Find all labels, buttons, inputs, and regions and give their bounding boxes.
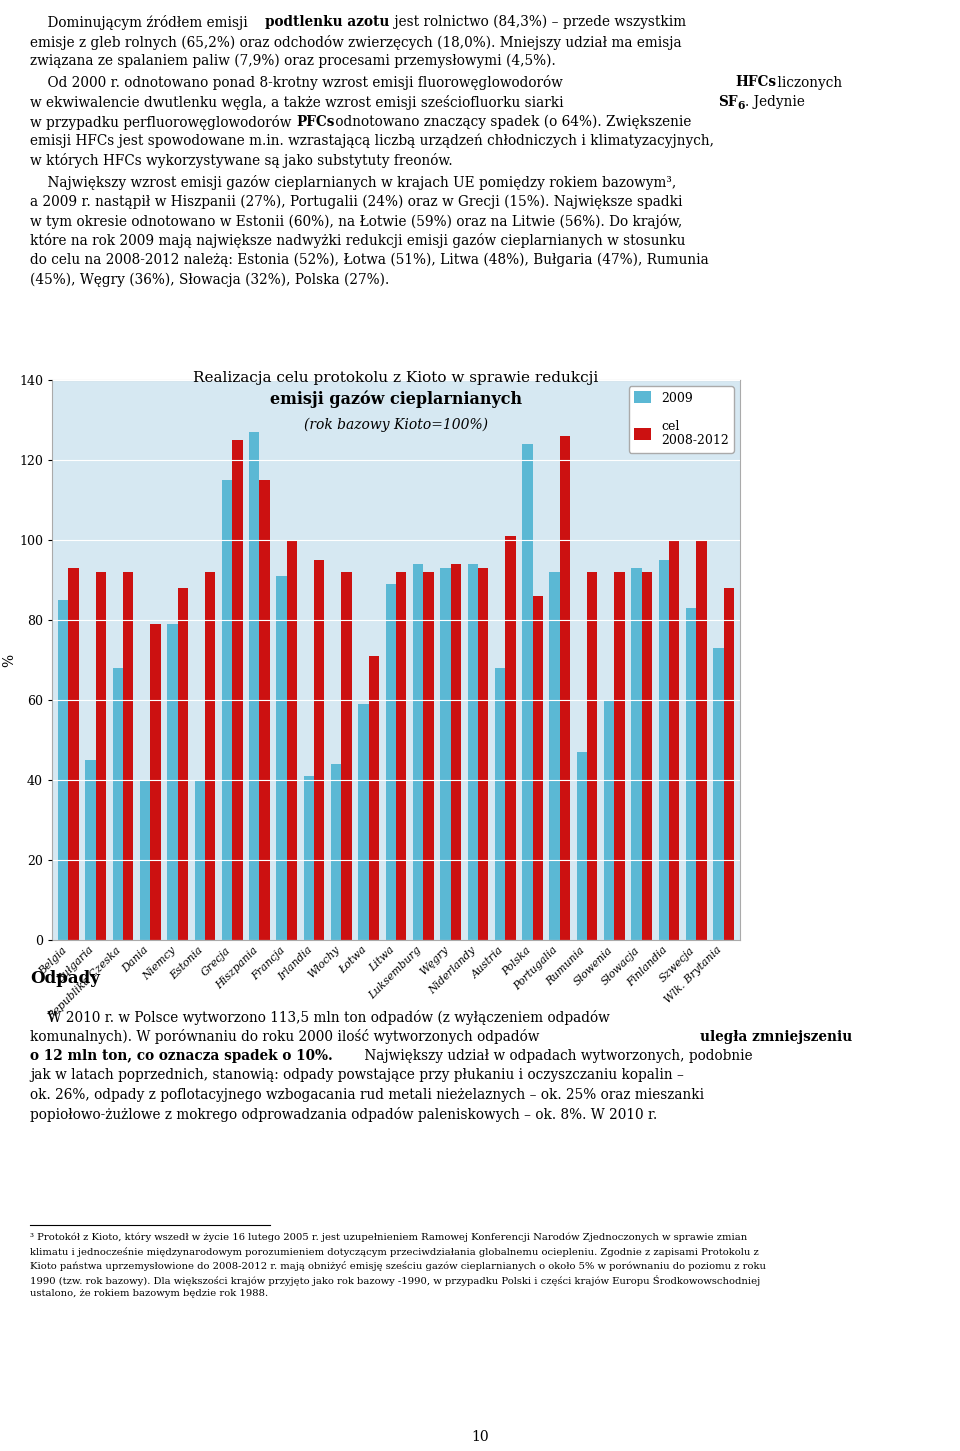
Text: W 2010 r. w Polsce wytworzono 113,5 mln ton odpadów (z wyłączeniem odpadów: W 2010 r. w Polsce wytworzono 113,5 mln … (30, 1010, 610, 1024)
Text: SF: SF (718, 94, 737, 109)
Bar (686, 608, 696, 940)
Text: emisje z gleb rolnych (65,2%) oraz odchodów zwierzęcych (18,0%). Mniejszy udział: emisje z gleb rolnych (65,2%) oraz odcho… (30, 35, 682, 49)
Text: do celu na 2008-2012 należą: Estonia (52%), Łotwa (51%), Litwa (48%), Bułgaria (: do celu na 2008-2012 należą: Estonia (52… (30, 252, 708, 267)
Bar (140, 781, 151, 940)
Bar (413, 564, 423, 940)
Text: 6: 6 (737, 100, 745, 110)
Bar (259, 480, 270, 940)
Bar (232, 440, 243, 940)
Text: które na rok 2009 mają największe nadwyżki redukcji emisji gazów cieplarnianych : które na rok 2009 mają największe nadwyż… (30, 234, 685, 248)
Bar (604, 699, 614, 940)
Text: Kioto państwa uprzemysłowione do 2008-2012 r. mają obniżyć emisję sześciu gazów : Kioto państwa uprzemysłowione do 2008-20… (30, 1261, 766, 1271)
Bar (577, 752, 588, 940)
Bar (713, 649, 724, 940)
Text: (rok bazowy Kioto=100%): (rok bazowy Kioto=100%) (304, 418, 488, 432)
Bar (195, 781, 204, 940)
Bar (632, 567, 641, 940)
Bar (588, 572, 597, 940)
Bar (724, 588, 734, 940)
Bar (276, 576, 287, 940)
Text: w ekwiwalencie dwutlenku węgla, a także wzrost emisji sześciofluorku siarki: w ekwiwalencie dwutlenku węgla, a także … (30, 94, 568, 110)
Text: a 2009 r. nastąpił w Hiszpanii (27%), Portugalii (24%) oraz w Grecji (15%). Najw: a 2009 r. nastąpił w Hiszpanii (27%), Po… (30, 194, 683, 209)
Bar (58, 601, 68, 940)
Text: ok. 26%, odpady z poflotacyjnego wzbogacania rud metali nieżelaznych – ok. 25% o: ok. 26%, odpady z poflotacyjnego wzbogac… (30, 1088, 704, 1101)
Bar (123, 572, 133, 940)
Bar (85, 760, 96, 940)
Bar (468, 564, 478, 940)
Text: emisji HFCs jest spowodowane m.in. wzrastającą liczbą urządzeń chłodniczych i kl: emisji HFCs jest spowodowane m.in. wzras… (30, 133, 714, 148)
Bar (303, 776, 314, 940)
Bar (669, 540, 680, 940)
Bar (659, 560, 669, 940)
Legend: 2009, cel
2008-2012: 2009, cel 2008-2012 (629, 386, 733, 453)
Bar (505, 535, 516, 940)
Text: . Jedynie: . Jedynie (745, 94, 804, 109)
Bar (151, 624, 160, 940)
Bar (96, 572, 106, 940)
Bar (167, 624, 178, 940)
Bar (549, 572, 560, 940)
Bar (423, 572, 434, 940)
Text: o 12 mln ton, co oznacza spadek o 10%.: o 12 mln ton, co oznacza spadek o 10%. (30, 1049, 333, 1064)
Bar (204, 572, 215, 940)
Bar (478, 567, 489, 940)
Bar (369, 656, 379, 940)
Bar (614, 572, 625, 940)
Text: jak w latach poprzednich, stanowią: odpady powstające przy płukaniu i oczyszczan: jak w latach poprzednich, stanowią: odpa… (30, 1068, 684, 1082)
Text: emisji gazów cieplarnianych: emisji gazów cieplarnianych (270, 390, 522, 408)
Text: związana ze spalaniem paliw (7,9%) oraz procesami przemysłowymi (4,5%).: związana ze spalaniem paliw (7,9%) oraz … (30, 54, 556, 68)
Bar (641, 572, 652, 940)
Bar (358, 704, 369, 940)
Bar (450, 564, 461, 940)
Bar (249, 432, 259, 940)
Text: popiołowo-żużlowe z mokrego odprowadzania odpadów paleniskowych – ok. 8%. W 2010: popiołowo-żużlowe z mokrego odprowadzani… (30, 1107, 658, 1123)
Text: jest rolnictwo (84,3%) – przede wszystkim: jest rolnictwo (84,3%) – przede wszystki… (390, 15, 686, 29)
Text: Największy wzrost emisji gazów cieplarnianych w krajach UE pomiędzy rokiem bazow: Największy wzrost emisji gazów cieplarni… (30, 176, 676, 190)
Bar (222, 480, 232, 940)
Text: Odpady: Odpady (30, 971, 100, 987)
Text: HFCs: HFCs (735, 75, 776, 90)
Bar (560, 435, 570, 940)
Bar (331, 765, 342, 940)
Text: ³ Protokół z Kioto, który wszedł w życie 16 lutego 2005 r. jest uzupełnieniem Ra: ³ Protokół z Kioto, który wszedł w życie… (30, 1233, 747, 1242)
Bar (112, 667, 123, 940)
Bar (533, 596, 543, 940)
Bar (396, 572, 406, 940)
Bar (68, 567, 79, 940)
Bar (386, 583, 396, 940)
Text: podtlenku azotu: podtlenku azotu (265, 15, 390, 29)
Bar (314, 560, 324, 940)
Bar (342, 572, 351, 940)
Bar (178, 588, 188, 940)
Text: Realizacja celu protokolu z Kioto w sprawie redukcji: Realizacja celu protokolu z Kioto w spra… (193, 371, 599, 385)
Text: Największy udział w odpadach wytworzonych, podobnie: Największy udział w odpadach wytworzonyc… (360, 1049, 753, 1064)
Text: w przypadku perfluorowęglowodorów: w przypadku perfluorowęglowodorów (30, 115, 296, 129)
Text: Od 2000 r. odnotowano ponad 8-krotny wzrost emisji fluorowęglowodorów: Od 2000 r. odnotowano ponad 8-krotny wzr… (30, 75, 567, 90)
Text: PFCs: PFCs (296, 115, 334, 129)
Text: (45%), Węgry (36%), Słowacja (32%), Polska (27%).: (45%), Węgry (36%), Słowacja (32%), Pols… (30, 273, 389, 287)
Text: uległa zmniejszeniu: uległa zmniejszeniu (700, 1030, 852, 1043)
Text: liczonych: liczonych (773, 75, 842, 90)
Bar (696, 540, 707, 940)
Text: w których HFCs wykorzystywane są jako substytuty freonów.: w których HFCs wykorzystywane są jako su… (30, 154, 452, 168)
Text: ustalono, że rokiem bazowym będzie rok 1988.: ustalono, że rokiem bazowym będzie rok 1… (30, 1288, 268, 1299)
Bar (441, 567, 450, 940)
Bar (287, 540, 298, 940)
Y-axis label: %: % (2, 653, 16, 666)
Text: odnotowano znaczący spadek (o 64%). Zwiększenie: odnotowano znaczący spadek (o 64%). Zwię… (331, 115, 691, 129)
Text: 1990 (tzw. rok bazowy). Dla większości krajów przyjęto jako rok bazowy -1990, w : 1990 (tzw. rok bazowy). Dla większości k… (30, 1275, 760, 1286)
Text: komunalnych). W porównaniu do roku 2000 ilość wytworzonych odpadów: komunalnych). W porównaniu do roku 2000 … (30, 1030, 543, 1045)
Text: 10: 10 (471, 1431, 489, 1444)
Text: klimatu i jednocześnie międzynarodowym porozumieniem dotyczącym przeciwdziałania: klimatu i jednocześnie międzynarodowym p… (30, 1246, 758, 1257)
Text: Dominującym źródłem emisji: Dominującym źródłem emisji (30, 15, 252, 30)
Bar (522, 444, 533, 940)
Text: w tym okresie odnotowano w Estonii (60%), na Łotwie (59%) oraz na Litwie (56%). : w tym okresie odnotowano w Estonii (60%)… (30, 213, 683, 229)
Bar (494, 667, 505, 940)
